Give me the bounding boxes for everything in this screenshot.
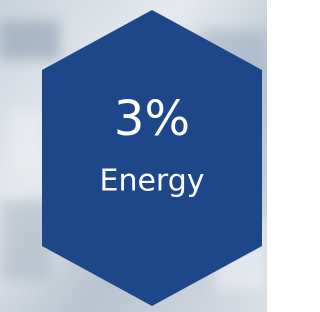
hexagon xyxy=(42,10,262,306)
page: 3% Energy (() => { const data = JSON.par… xyxy=(0,0,267,312)
badge-value: 3% xyxy=(114,91,190,147)
badge-label: Energy xyxy=(99,164,204,199)
badge-graphic: 3% Energy xyxy=(0,0,267,312)
